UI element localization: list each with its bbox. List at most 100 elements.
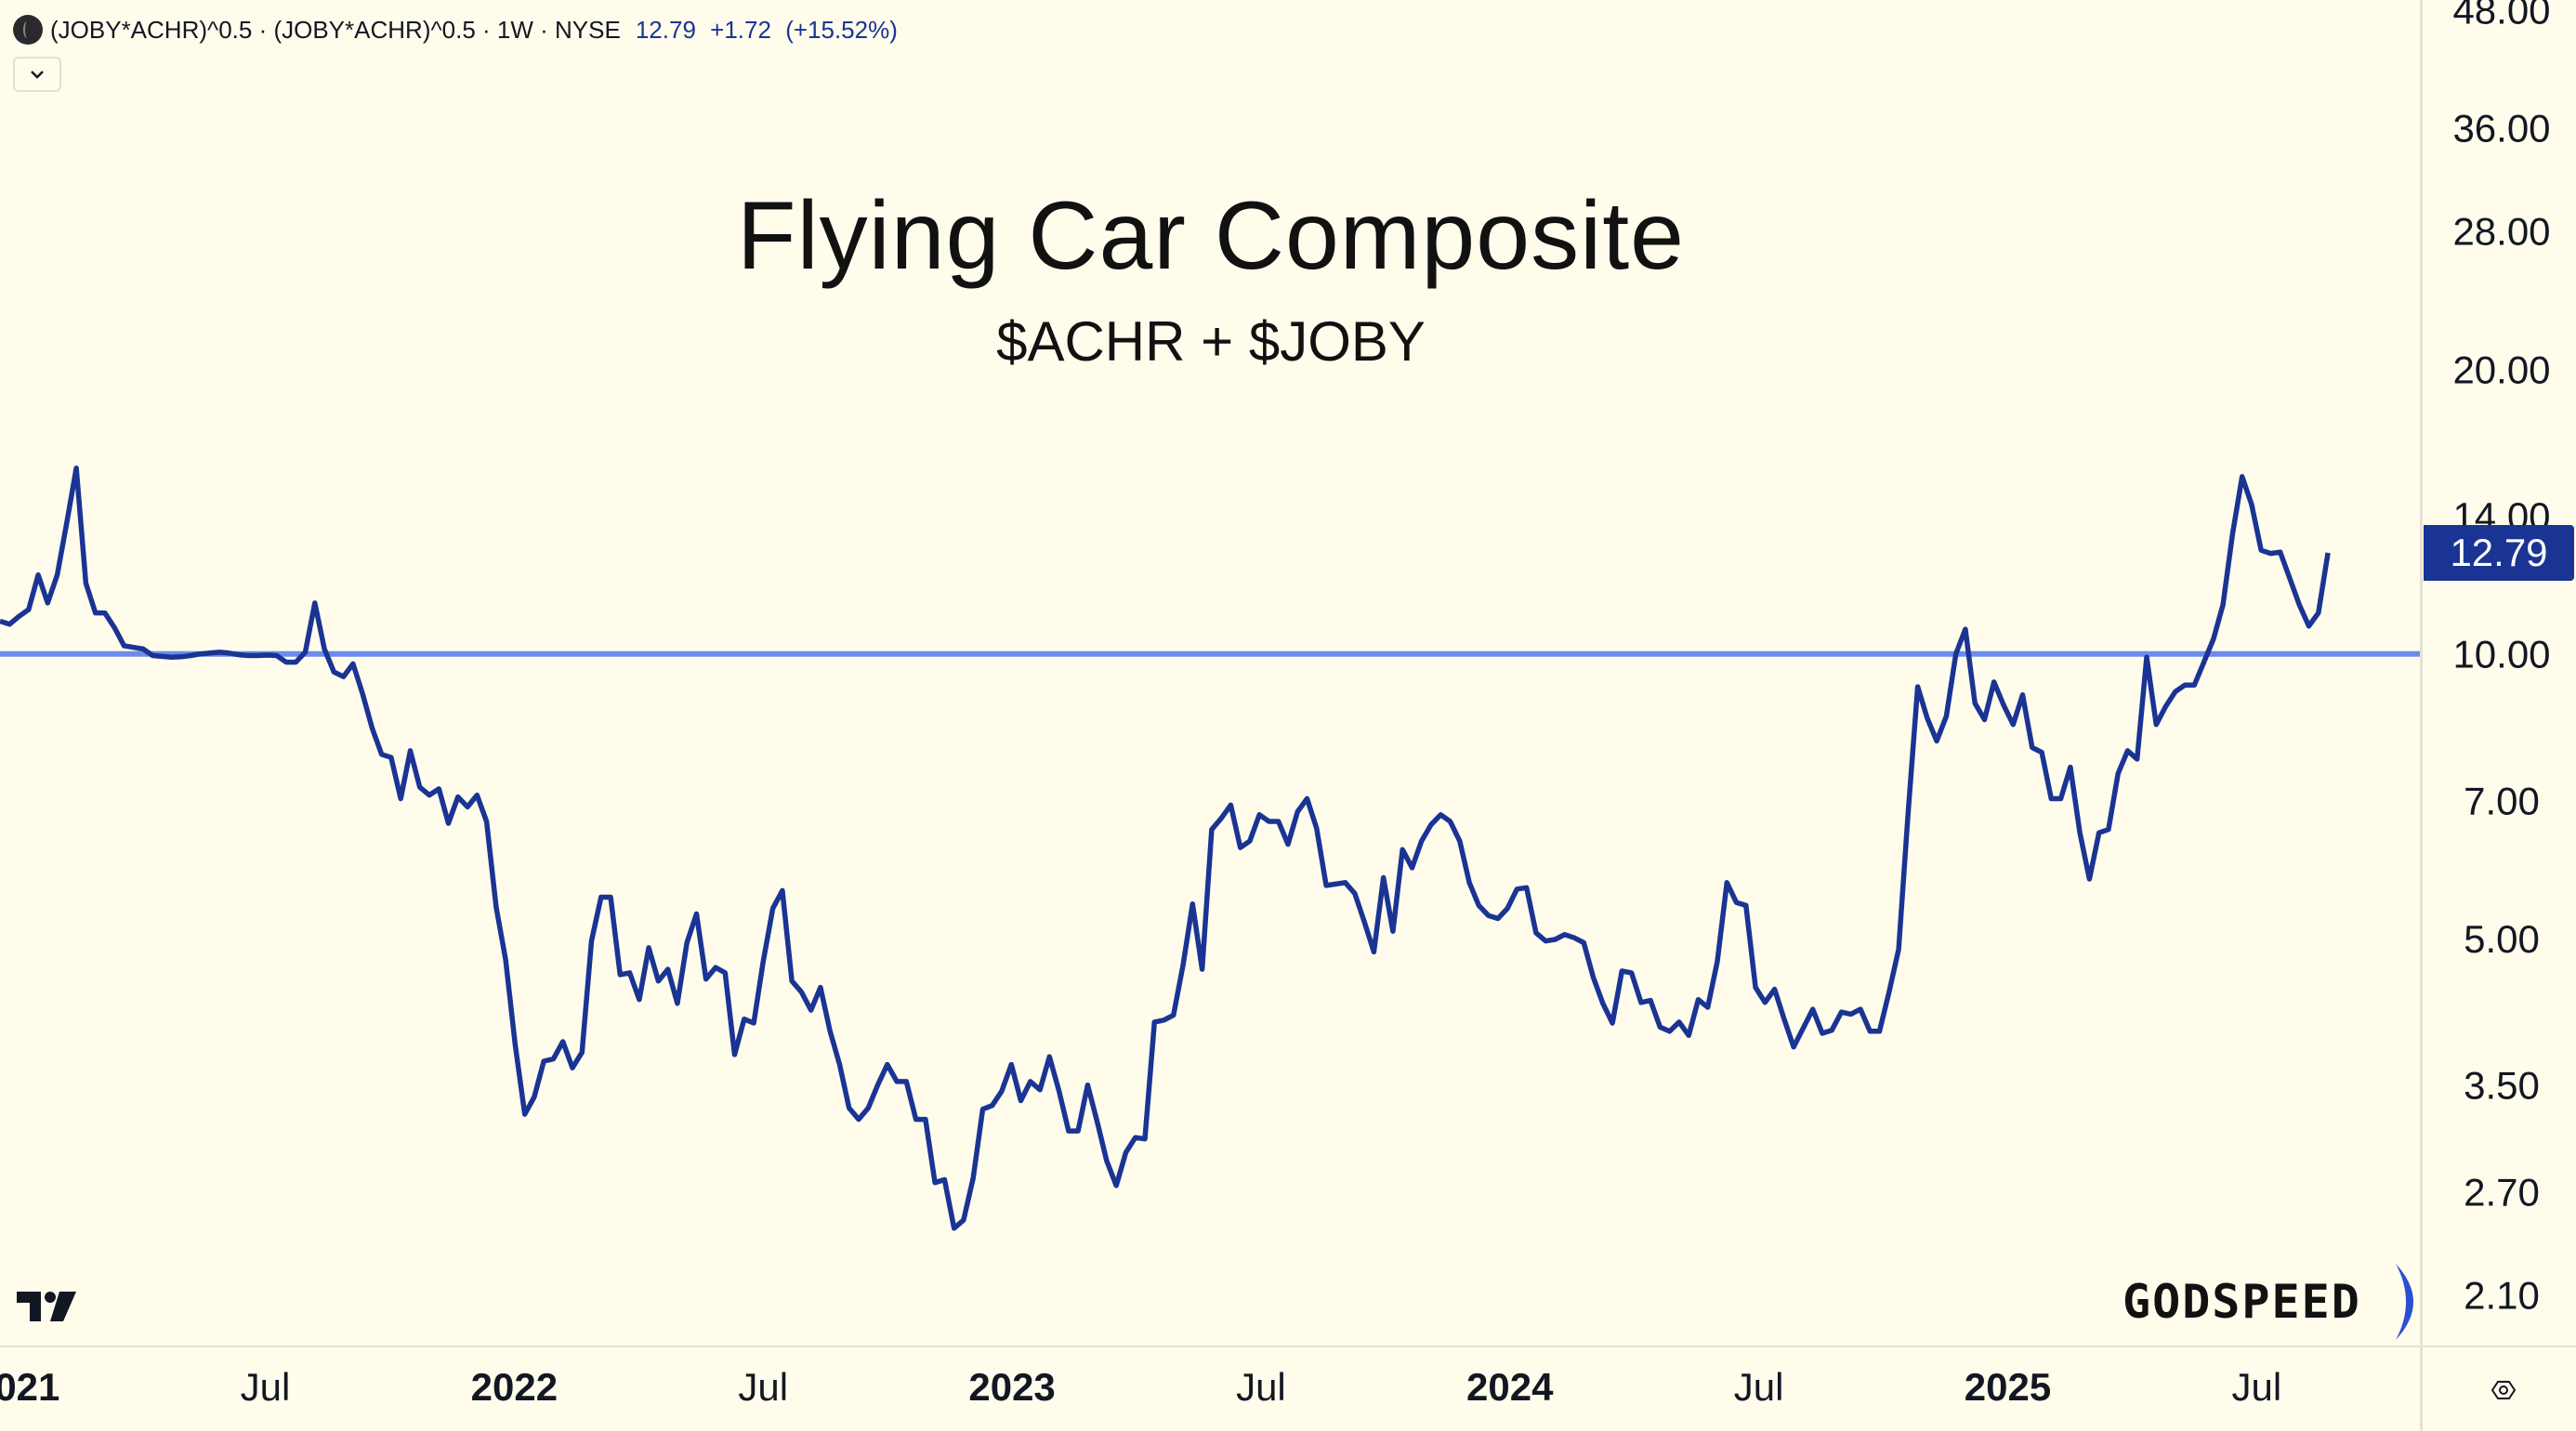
data-point [676, 1002, 679, 1005]
data-point [828, 1030, 832, 1033]
data-point [1630, 971, 1634, 975]
data-point [1897, 948, 1900, 952]
data-point [1029, 1080, 1032, 1083]
price-change-percent: (+15.52%) [785, 15, 898, 44]
data-point [36, 573, 40, 577]
data-point [1496, 917, 1500, 921]
data-point [1353, 892, 1357, 896]
data-point [2021, 693, 2025, 697]
data-point [656, 979, 660, 983]
data-point [1239, 846, 1242, 849]
price-tick-label: 7.00 [2464, 779, 2540, 822]
price-tick-label: 36.00 [2452, 107, 2550, 151]
data-point [1525, 886, 1529, 889]
data-point [1878, 1030, 1882, 1033]
data-point [1085, 1083, 1089, 1087]
gear-icon[interactable] [2487, 1373, 2520, 1407]
data-point [571, 1066, 574, 1070]
data-point [2087, 877, 2091, 881]
data-point [1582, 941, 1585, 945]
data-point [1572, 936, 1576, 939]
data-point [179, 655, 183, 659]
plot-area [0, 466, 2420, 1231]
last-price: 12.79 [635, 15, 696, 44]
data-point [1505, 907, 1509, 911]
symbol-name[interactable]: (JOBY*ACHR)^0.5 · (JOBY*ACHR)^0.5 · 1W ·… [50, 15, 621, 44]
time-tick-label: Jul [241, 1365, 291, 1409]
data-point [342, 675, 346, 678]
time-axis[interactable]: 2021 Jul 2022 Jul 2023 Jul 2024 Jul 2025 Jul [0, 1365, 2281, 1409]
data-point [1477, 903, 1480, 907]
time-tick-label: 2025 [1965, 1365, 2051, 1409]
brand-wordmark: GODSPEED [2123, 1275, 2361, 1329]
data-point [790, 979, 794, 983]
data-point [2192, 683, 2196, 687]
data-point [1449, 820, 1452, 823]
data-point [199, 652, 203, 656]
price-tick-label: 20.00 [2452, 348, 2550, 391]
data-point [1190, 902, 1194, 906]
data-point [1487, 913, 1491, 917]
series-line[interactable] [0, 466, 2331, 1231]
data-point [304, 650, 308, 654]
data-point [580, 1051, 584, 1055]
price-tick-label: 5.00 [2464, 917, 2540, 961]
data-point [1009, 1063, 1013, 1067]
data-point [27, 608, 31, 611]
data-point [1295, 810, 1299, 814]
data-point [2241, 475, 2244, 479]
data-point [609, 896, 612, 899]
data-point [1935, 739, 1939, 742]
data-point [504, 958, 507, 962]
price-axis-divider [2420, 0, 2423, 1431]
data-point [1534, 931, 1538, 935]
data-point [666, 967, 670, 971]
data-point [1830, 1029, 1833, 1032]
data-point [2164, 704, 2168, 708]
data-point [1544, 939, 1547, 943]
price-tick-label: 28.00 [2452, 210, 2550, 254]
data-point [1925, 716, 1929, 720]
data-point [1019, 1098, 1023, 1102]
data-point [161, 654, 164, 658]
data-point [1982, 717, 1986, 721]
legend-collapse-button[interactable] [13, 57, 61, 92]
data-point [56, 573, 59, 577]
data-point [914, 1118, 918, 1122]
data-point [2002, 703, 2005, 707]
data-point [895, 1080, 899, 1083]
data-point [418, 785, 422, 789]
data-point [1849, 1012, 1853, 1016]
data-point [2174, 689, 2177, 693]
data-point [1181, 963, 1185, 966]
data-point [2317, 611, 2320, 615]
data-point [551, 1057, 555, 1061]
data-point [1372, 950, 1375, 953]
data-point [1687, 1033, 1690, 1037]
tradingview-logo-icon[interactable] [17, 1290, 78, 1323]
data-point [1163, 1018, 1166, 1022]
data-point [1391, 929, 1395, 933]
data-point [1134, 1136, 1137, 1139]
data-point [1610, 1021, 1614, 1025]
time-tick-label: Jul [1236, 1365, 1286, 1409]
data-point [1620, 969, 1623, 973]
data-point [866, 1106, 870, 1109]
data-point [1306, 796, 1309, 800]
data-point [46, 601, 49, 605]
data-point [2059, 796, 2063, 800]
data-point [1420, 839, 1424, 843]
data-point [886, 1063, 889, 1067]
time-axis-divider [0, 1346, 2576, 1347]
data-point [2116, 772, 2120, 776]
data-point [647, 946, 651, 950]
data-point [1696, 998, 1700, 1002]
data-point [2107, 828, 2110, 832]
data-point [18, 614, 21, 618]
price-axis[interactable]: 48.0036.0028.0020.0014.0010.007.005.003.… [2452, 0, 2550, 1318]
data-point [857, 1118, 861, 1122]
data-point [628, 971, 632, 975]
data-point [1725, 881, 1728, 885]
data-point [313, 601, 317, 605]
